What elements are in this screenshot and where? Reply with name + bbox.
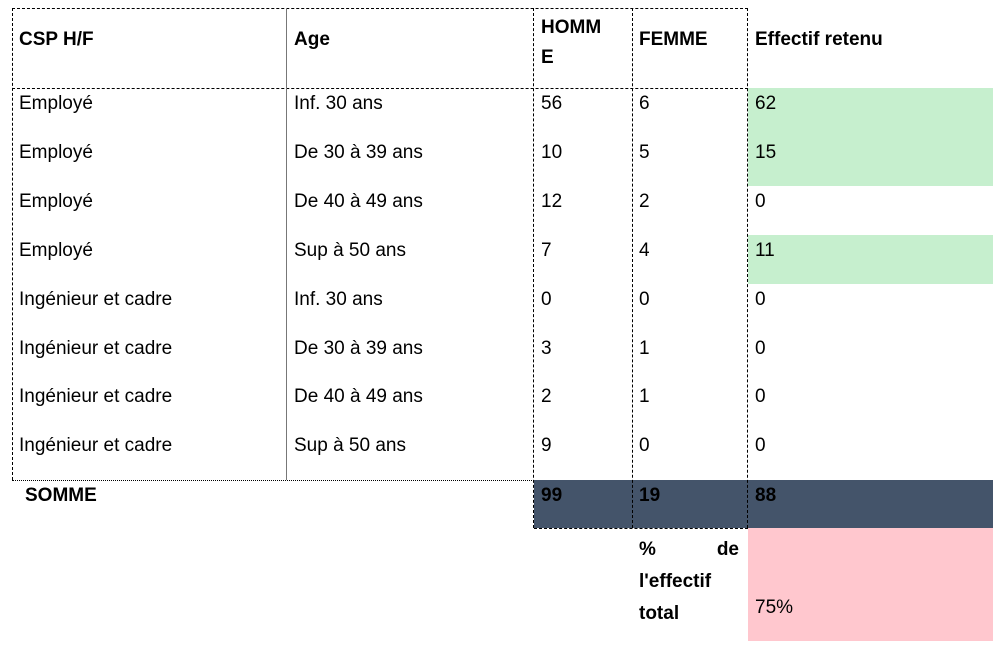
age-cell: De 40 à 49 ans bbox=[294, 386, 423, 407]
grid-left-border bbox=[12, 8, 13, 480]
effectif-cell: 0 bbox=[755, 338, 766, 359]
homme-cell: 12 bbox=[541, 191, 563, 212]
age-cell: De 30 à 39 ans bbox=[294, 338, 423, 359]
effectif-cell: 62 bbox=[755, 93, 777, 114]
header-top-border bbox=[12, 8, 748, 9]
grid-effectif-divider bbox=[747, 8, 748, 528]
total-label: SOMME bbox=[25, 485, 97, 506]
femme-cell: 6 bbox=[639, 93, 650, 114]
femme-cell: 2 bbox=[639, 191, 650, 212]
total-femme: 19 bbox=[639, 485, 661, 506]
csp-cell: Ingénieur et cadre bbox=[19, 386, 173, 407]
homme-cell: 10 bbox=[541, 142, 563, 163]
effectif-cell: 0 bbox=[755, 289, 766, 310]
csp-cell: Ingénieur et cadre bbox=[19, 338, 173, 359]
age-cell: De 30 à 39 ans bbox=[294, 142, 423, 163]
femme-cell: 4 bbox=[639, 240, 650, 261]
grid-homme-divider bbox=[533, 8, 534, 528]
total-homme: 99 bbox=[541, 485, 563, 506]
homme-cell: 7 bbox=[541, 240, 552, 261]
age-cell: Inf. 30 ans bbox=[294, 289, 383, 310]
homme-cell: 0 bbox=[541, 289, 552, 310]
femme-cell: 0 bbox=[639, 435, 650, 456]
percent-label-line2: l'effectif bbox=[639, 571, 712, 592]
age-cell: Sup à 50 ans bbox=[294, 240, 406, 261]
header-femme: FEMME bbox=[639, 29, 708, 50]
header-effectif: Effectif retenu bbox=[755, 29, 883, 50]
percent-value-cell bbox=[748, 528, 993, 641]
femme-cell: 0 bbox=[639, 289, 650, 310]
grid-total-border bbox=[12, 480, 534, 481]
effectif-highlight-band-1 bbox=[748, 88, 993, 186]
header-homme-line1: HOMM bbox=[541, 17, 602, 38]
csp-cell: Employé bbox=[19, 93, 93, 114]
homme-cell: 2 bbox=[541, 386, 552, 407]
csp-cell: Ingénieur et cadre bbox=[19, 289, 173, 310]
effectif-highlight-band-2 bbox=[748, 235, 993, 284]
header-homme-line2: E bbox=[541, 47, 554, 68]
age-cell: Inf. 30 ans bbox=[294, 93, 383, 114]
effectif-cell: 0 bbox=[755, 191, 766, 212]
csp-cell: Employé bbox=[19, 142, 93, 163]
femme-cell: 1 bbox=[639, 386, 650, 407]
percent-value: 75% bbox=[755, 597, 794, 618]
csp-cell: Ingénieur et cadre bbox=[19, 435, 173, 456]
grid-femme-divider bbox=[632, 8, 633, 528]
grid-age-divider bbox=[286, 8, 287, 480]
percent-label: % de l'effectif total bbox=[632, 534, 739, 630]
percent-label-line1: % de bbox=[639, 534, 739, 566]
percent-de-text: de bbox=[716, 539, 739, 560]
femme-cell: 1 bbox=[639, 338, 650, 359]
homme-cell: 56 bbox=[541, 93, 563, 114]
effectif-cell: 15 bbox=[755, 142, 777, 163]
header-bottom-border bbox=[12, 88, 748, 89]
header-homme: HOMM E bbox=[534, 13, 601, 73]
homme-cell: 9 bbox=[541, 435, 552, 456]
total-band bbox=[534, 480, 993, 528]
effectif-cell: 11 bbox=[755, 240, 775, 261]
grid-total-bottom-border bbox=[534, 528, 748, 529]
header-csp: CSP H/F bbox=[19, 29, 94, 50]
header-age: Age bbox=[294, 29, 330, 50]
percent-sign-text: % bbox=[639, 539, 656, 560]
percent-label-line3: total bbox=[639, 603, 680, 624]
homme-cell: 3 bbox=[541, 338, 552, 359]
effectif-cell: 0 bbox=[755, 386, 766, 407]
total-effectif: 88 bbox=[755, 485, 777, 506]
csp-cell: Employé bbox=[19, 191, 93, 212]
effectif-cell: 0 bbox=[755, 435, 766, 456]
age-cell: Sup à 50 ans bbox=[294, 435, 406, 456]
femme-cell: 5 bbox=[639, 142, 650, 163]
age-cell: De 40 à 49 ans bbox=[294, 191, 423, 212]
csp-cell: Employé bbox=[19, 240, 93, 261]
